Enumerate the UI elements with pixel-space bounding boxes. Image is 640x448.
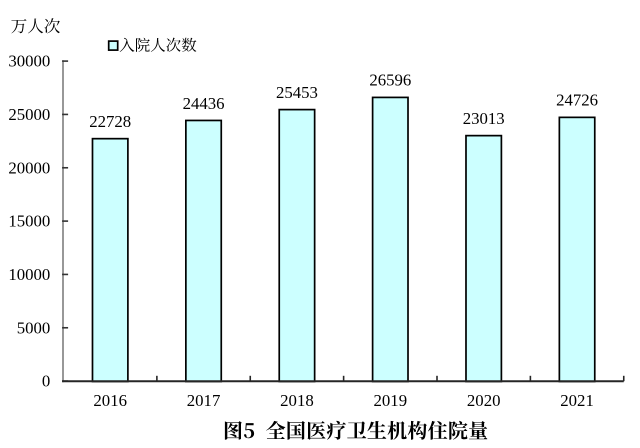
svg-text:24436: 24436 bbox=[183, 94, 225, 113]
svg-text:2016: 2016 bbox=[93, 391, 127, 410]
svg-text:25453: 25453 bbox=[276, 83, 318, 102]
svg-text:5000: 5000 bbox=[17, 318, 51, 337]
svg-text:22728: 22728 bbox=[89, 112, 131, 131]
svg-text:24726: 24726 bbox=[556, 91, 598, 110]
svg-text:2017: 2017 bbox=[187, 391, 221, 410]
svg-text:2018: 2018 bbox=[280, 391, 314, 410]
svg-text:15000: 15000 bbox=[8, 212, 50, 231]
svg-text:20000: 20000 bbox=[8, 158, 50, 177]
svg-text:2019: 2019 bbox=[374, 391, 408, 410]
svg-text:30000: 30000 bbox=[8, 52, 50, 71]
svg-text:10000: 10000 bbox=[8, 265, 50, 284]
svg-text:26596: 26596 bbox=[369, 71, 411, 90]
svg-text:0: 0 bbox=[42, 372, 50, 391]
svg-text:2021: 2021 bbox=[560, 391, 594, 410]
svg-text:2020: 2020 bbox=[467, 391, 501, 410]
svg-text:25000: 25000 bbox=[8, 105, 50, 124]
svg-text:23013: 23013 bbox=[463, 109, 505, 128]
